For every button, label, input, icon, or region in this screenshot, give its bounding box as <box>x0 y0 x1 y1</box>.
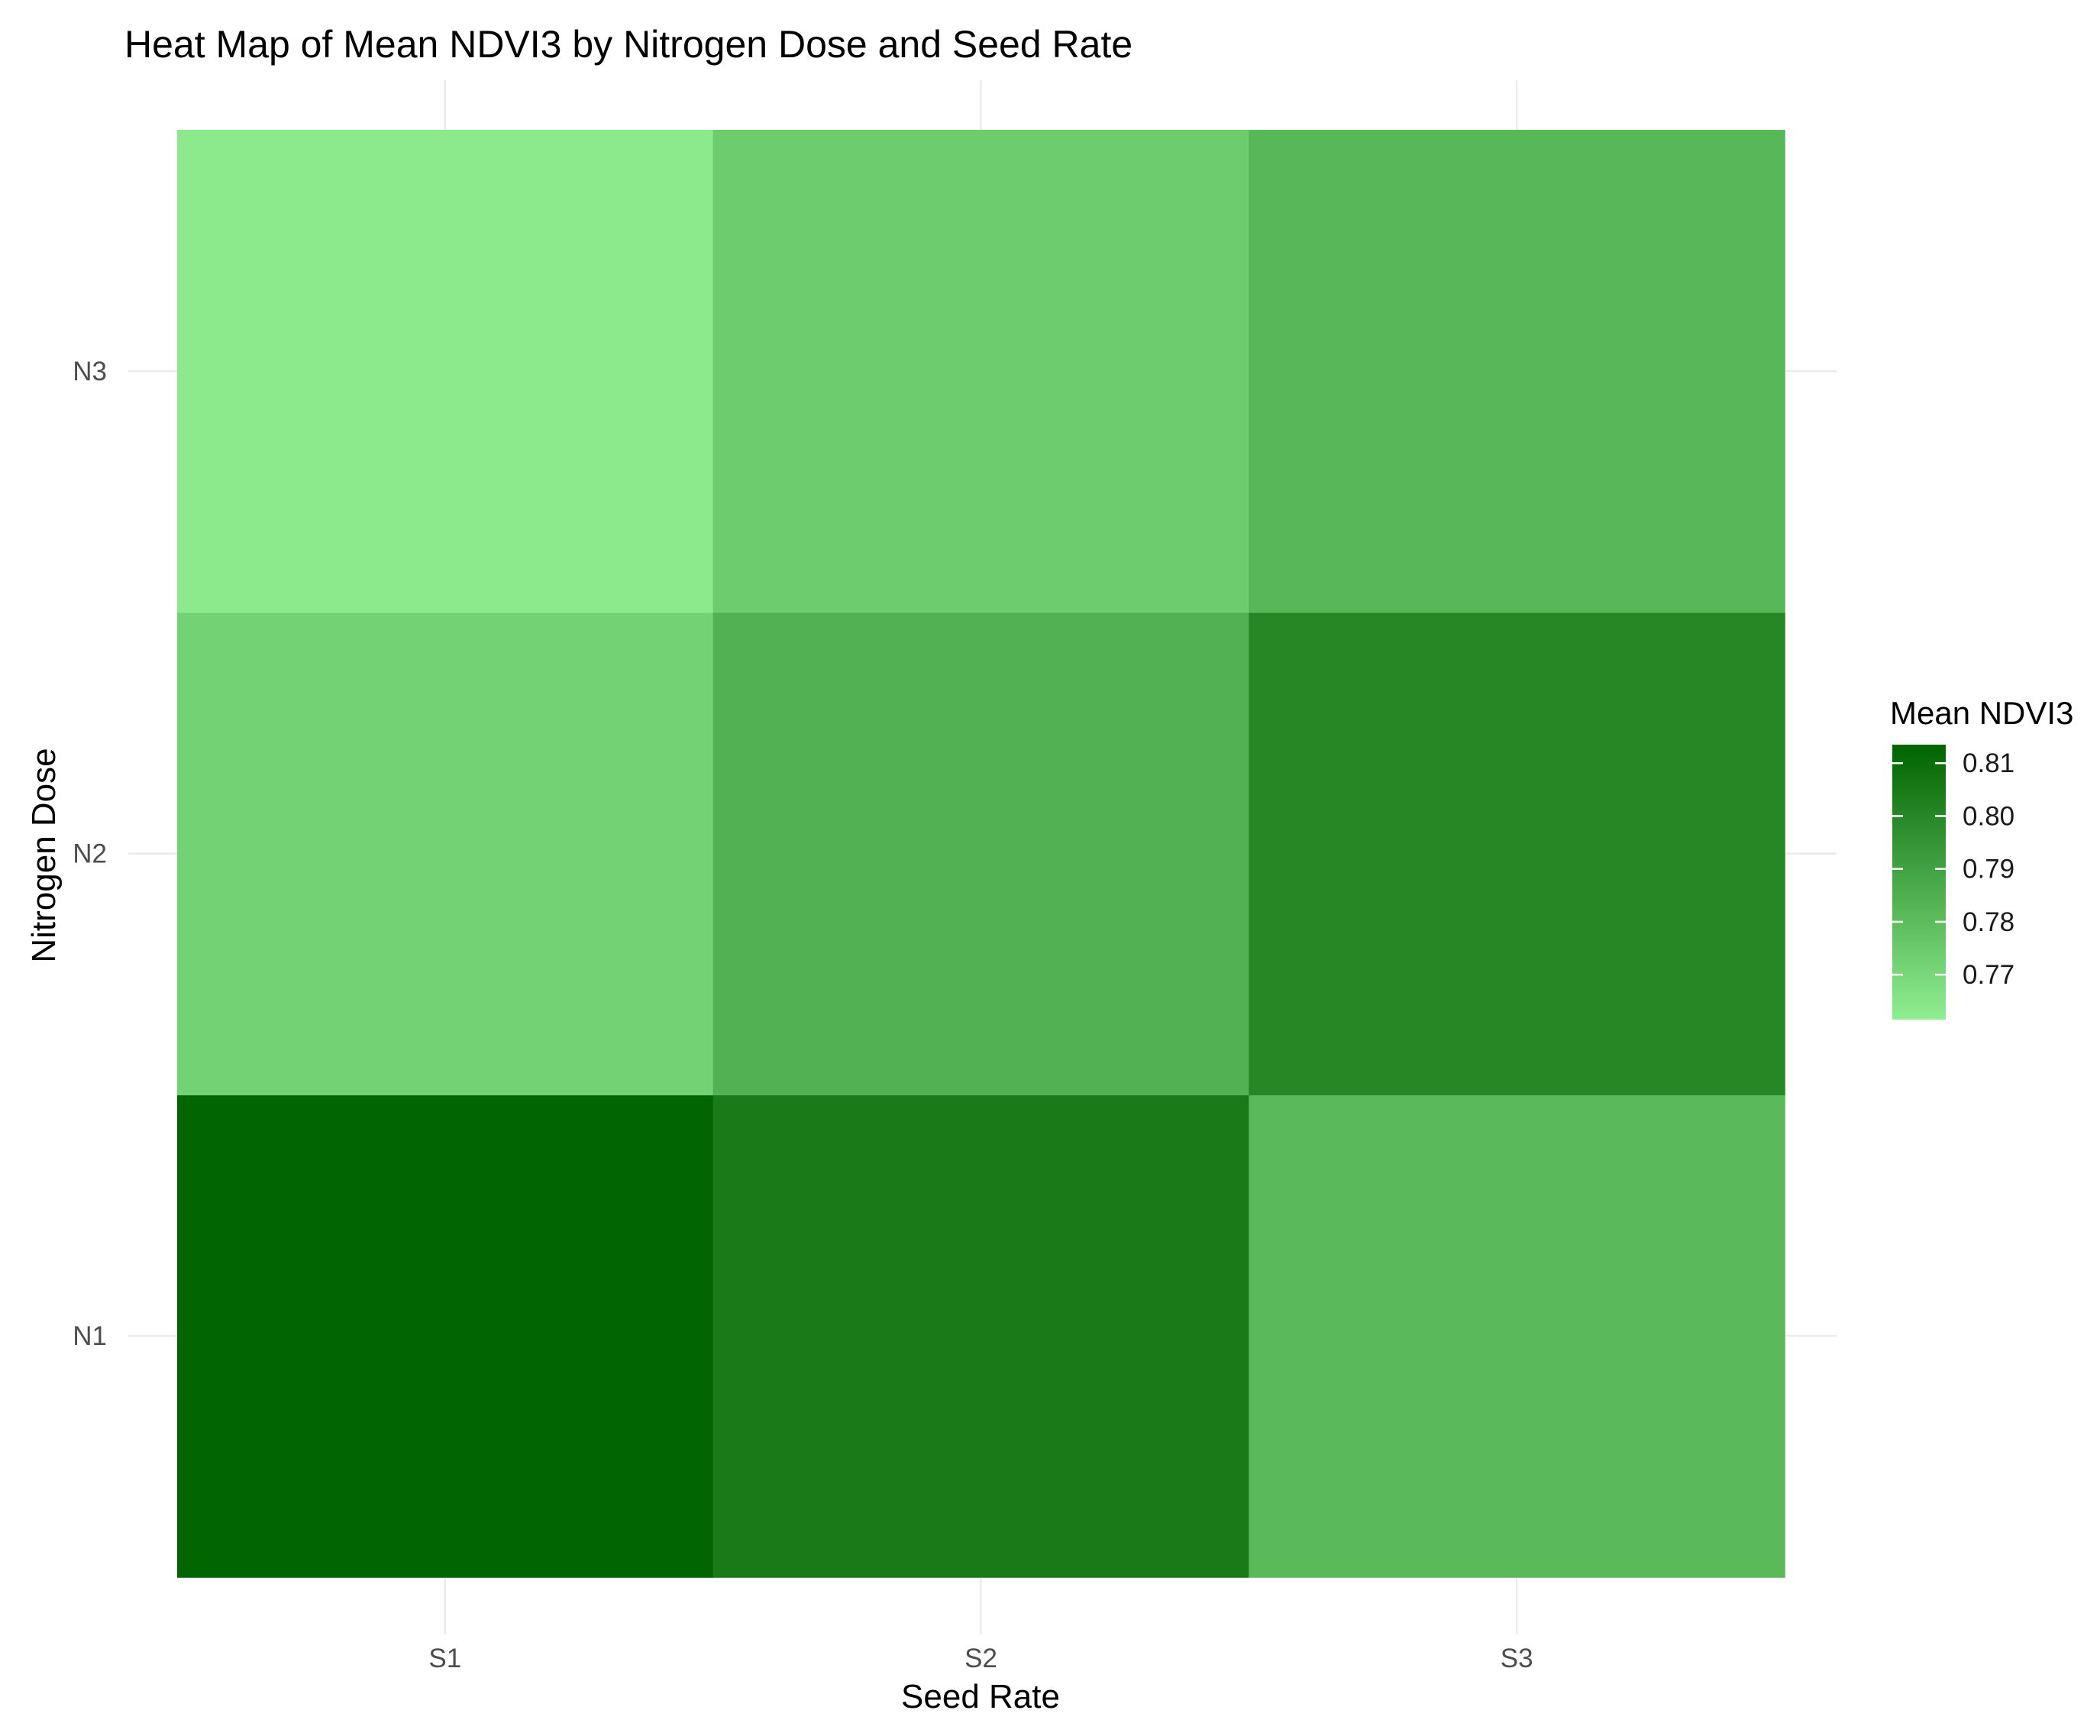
y-axis-title: Nitrogen Dose <box>25 748 63 962</box>
heatmap-cell-S1-N2 <box>177 612 714 1096</box>
legend-tick-label: 0.80 <box>1963 801 2014 831</box>
heatmap-cell-S1-N1 <box>177 1094 714 1578</box>
y-axis-ticks: N1 N2 N3 <box>73 357 107 1351</box>
legend-tick-label: 0.78 <box>1963 907 2014 937</box>
heatmap-cell-S1-N3 <box>177 130 714 613</box>
heatmap-cell-S2-N3 <box>712 130 1250 613</box>
legend-tick-label: 0.77 <box>1963 960 2014 990</box>
heatmap-cell-S2-N1 <box>712 1094 1250 1578</box>
chart-title: Heat Map of Mean NDVI3 by Nitrogen Dose … <box>124 23 1132 66</box>
legend-color-bar <box>1892 745 1946 1020</box>
heatmap-cell-S3-N1 <box>1249 1094 1785 1578</box>
legend-tick-label: 0.81 <box>1963 748 2014 778</box>
x-tick-label-S2: S2 <box>964 1644 997 1673</box>
x-tick-label-S3: S3 <box>1501 1644 1533 1673</box>
x-axis-ticks: S1 S2 S3 <box>428 1644 1533 1673</box>
heatmap-cell-S2-N2 <box>712 612 1250 1096</box>
heatmap-cells <box>177 130 1785 1578</box>
x-tick-label-S1: S1 <box>428 1644 461 1673</box>
x-axis-title: Seed Rate <box>901 1678 1060 1715</box>
y-tick-label-N3: N3 <box>73 357 107 386</box>
legend-tick-label: 0.79 <box>1963 855 2014 884</box>
heatmap-cell-S3-N3 <box>1249 130 1785 613</box>
color-legend: Mean NDVI3 0.81 0.80 0.79 0.78 0.77 <box>1890 695 2073 1020</box>
y-tick-label-N2: N2 <box>73 839 107 869</box>
legend-ticks: 0.81 0.80 0.79 0.78 0.77 <box>1892 748 2014 990</box>
y-tick-label-N1: N1 <box>73 1321 107 1351</box>
heatmap-cell-S3-N2 <box>1249 612 1785 1096</box>
legend-title: Mean NDVI3 <box>1890 695 2073 731</box>
